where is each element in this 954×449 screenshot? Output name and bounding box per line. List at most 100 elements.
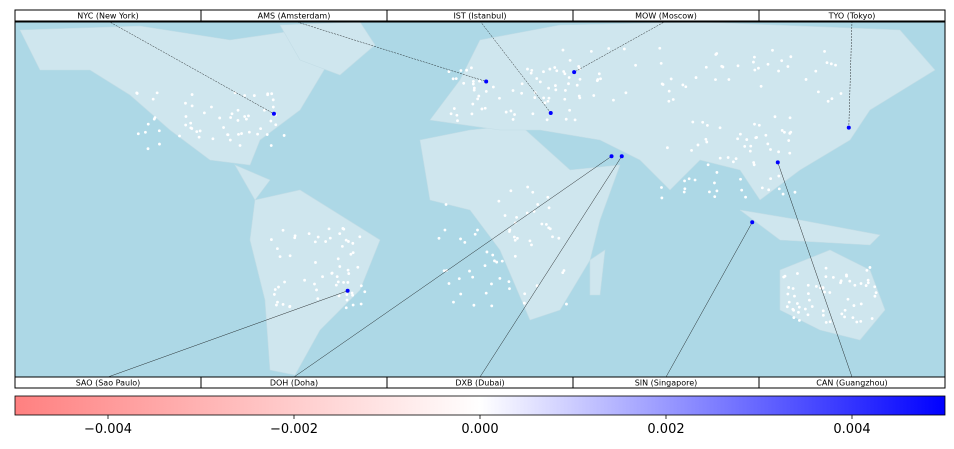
city-dot xyxy=(152,117,156,121)
city-dot xyxy=(198,129,202,133)
city-dot xyxy=(693,178,697,182)
city-dot xyxy=(577,65,581,68)
city-dot xyxy=(562,70,566,73)
city-dot xyxy=(530,243,533,247)
city-dot xyxy=(834,63,837,67)
city-dot xyxy=(307,232,311,235)
city-dot xyxy=(565,302,568,306)
leader-line xyxy=(574,20,667,73)
city-dot xyxy=(229,116,233,119)
city-dot xyxy=(230,112,234,116)
city-dot xyxy=(471,102,475,106)
city-dot xyxy=(327,227,331,231)
city-dot xyxy=(760,186,764,190)
city-dot xyxy=(563,89,567,92)
city-dot xyxy=(189,126,193,130)
city-dot xyxy=(247,114,250,118)
city-dot xyxy=(256,132,259,136)
city-dot xyxy=(476,228,479,232)
city-dot xyxy=(184,115,188,118)
city-dot xyxy=(704,137,708,141)
city-dot xyxy=(351,303,355,307)
city-dot xyxy=(531,112,535,116)
city-dot xyxy=(777,150,780,154)
city-dot xyxy=(336,280,340,284)
city-dot xyxy=(515,215,518,219)
city-dot xyxy=(189,121,193,125)
city-dot xyxy=(190,104,194,108)
city-dot xyxy=(237,132,240,136)
city-dot xyxy=(472,86,476,90)
city-dot xyxy=(504,110,508,114)
city-dot xyxy=(839,281,842,285)
city-dot xyxy=(462,81,466,85)
airport-marker xyxy=(775,160,780,165)
city-dot xyxy=(202,111,206,115)
city-dot xyxy=(777,187,781,191)
city-dot xyxy=(146,122,150,126)
city-dot xyxy=(195,130,199,134)
city-dot xyxy=(358,235,362,239)
city-dot xyxy=(477,94,481,98)
airport-marker xyxy=(609,154,614,159)
airport-label: DOH (Doha) xyxy=(270,379,318,388)
city-dot xyxy=(548,67,552,71)
city-dot xyxy=(554,88,558,92)
city-dot xyxy=(806,292,810,296)
city-dot xyxy=(151,97,155,101)
city-dot xyxy=(350,291,354,295)
city-dot xyxy=(731,160,735,164)
city-dot xyxy=(727,78,731,81)
city-dot xyxy=(714,78,717,82)
city-dot xyxy=(471,79,475,83)
city-dot xyxy=(495,260,499,264)
city-dot xyxy=(338,265,342,268)
city-dot xyxy=(714,53,718,56)
city-dot xyxy=(546,99,550,103)
city-dot xyxy=(667,99,671,103)
city-dot xyxy=(455,113,459,117)
city-dot xyxy=(749,144,753,148)
city-dot xyxy=(528,239,532,243)
city-dot xyxy=(533,96,537,99)
city-dot xyxy=(247,130,251,134)
city-dot xyxy=(597,72,601,76)
city-dot xyxy=(759,84,763,88)
city-dot xyxy=(515,236,519,240)
city-dot xyxy=(491,253,495,257)
city-dot xyxy=(568,108,572,112)
city-dot xyxy=(442,269,446,273)
city-dot xyxy=(701,120,705,124)
city-dot xyxy=(781,192,785,196)
city-dot xyxy=(447,70,451,74)
city-dot xyxy=(345,293,349,296)
city-dot xyxy=(542,96,546,100)
city-dot xyxy=(806,313,810,317)
city-dot xyxy=(870,317,874,320)
city-dot xyxy=(797,305,801,309)
city-dot xyxy=(757,66,760,70)
city-dot xyxy=(826,99,830,103)
city-dot xyxy=(277,285,280,289)
city-dot xyxy=(568,58,572,62)
city-dot xyxy=(269,119,273,123)
city-dot xyxy=(472,303,476,307)
city-dot xyxy=(330,271,334,275)
city-dot xyxy=(578,77,582,81)
airport-label: IST (Istanbul) xyxy=(453,12,506,21)
city-dot xyxy=(276,247,279,251)
city-dot xyxy=(612,98,615,102)
city-dot xyxy=(144,130,147,134)
city-dot xyxy=(563,97,567,101)
city-dot xyxy=(288,254,292,258)
city-dot xyxy=(748,149,752,153)
airport-marker xyxy=(548,110,553,115)
city-dot xyxy=(660,82,664,86)
city-dot xyxy=(452,107,456,110)
city-dot xyxy=(344,306,348,310)
city-dot xyxy=(825,61,829,64)
city-dot xyxy=(622,47,626,51)
city-dot xyxy=(233,91,237,95)
city-dot xyxy=(155,91,159,95)
city-dot xyxy=(520,91,524,95)
